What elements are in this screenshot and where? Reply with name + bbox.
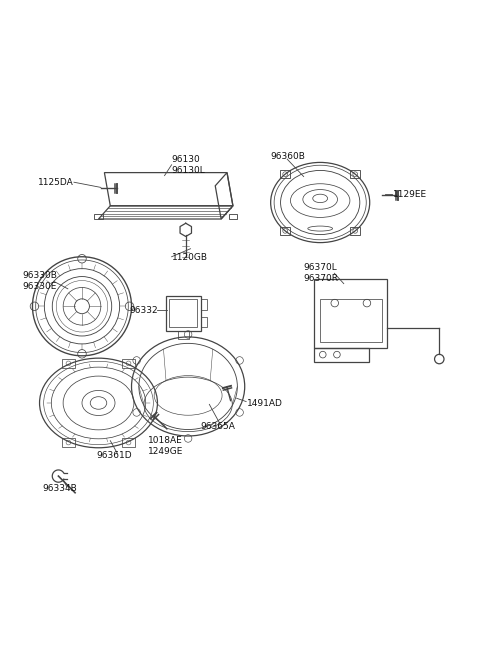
Text: 96360B: 96360B	[271, 152, 306, 161]
Text: 96365A: 96365A	[200, 422, 235, 431]
Bar	[201, 299, 207, 310]
Bar	[94, 214, 103, 219]
Bar	[228, 214, 237, 219]
Bar	[62, 359, 74, 368]
Bar	[320, 299, 382, 342]
Text: 96370L
96370R: 96370L 96370R	[304, 263, 339, 284]
Text: 96330B
96330E: 96330B 96330E	[22, 271, 57, 291]
Bar	[280, 227, 290, 234]
Bar	[122, 438, 135, 447]
Bar	[350, 227, 360, 234]
Text: 96130
96130L: 96130 96130L	[172, 155, 205, 175]
Bar	[314, 279, 387, 348]
Bar	[178, 331, 189, 339]
Bar	[166, 295, 201, 331]
Text: 1018AE
1249GE: 1018AE 1249GE	[148, 436, 183, 457]
Bar	[201, 317, 207, 328]
Text: 1129EE: 1129EE	[393, 190, 427, 199]
Text: 1125DA: 1125DA	[38, 178, 74, 187]
Bar	[169, 299, 197, 328]
Text: 1491AD: 1491AD	[247, 400, 283, 409]
Bar	[280, 170, 290, 178]
Text: 96332: 96332	[129, 307, 158, 316]
Text: 1120GB: 1120GB	[172, 253, 208, 262]
Bar	[122, 359, 135, 368]
Bar	[62, 438, 74, 447]
Text: 96334B: 96334B	[43, 484, 78, 493]
Bar	[350, 170, 360, 178]
Bar	[314, 348, 369, 362]
Text: 96361D: 96361D	[96, 451, 132, 460]
